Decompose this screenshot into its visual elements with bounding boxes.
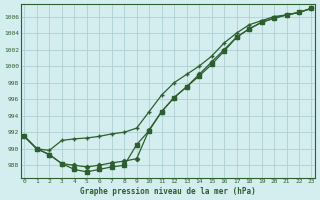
X-axis label: Graphe pression niveau de la mer (hPa): Graphe pression niveau de la mer (hPa) [80,187,256,196]
